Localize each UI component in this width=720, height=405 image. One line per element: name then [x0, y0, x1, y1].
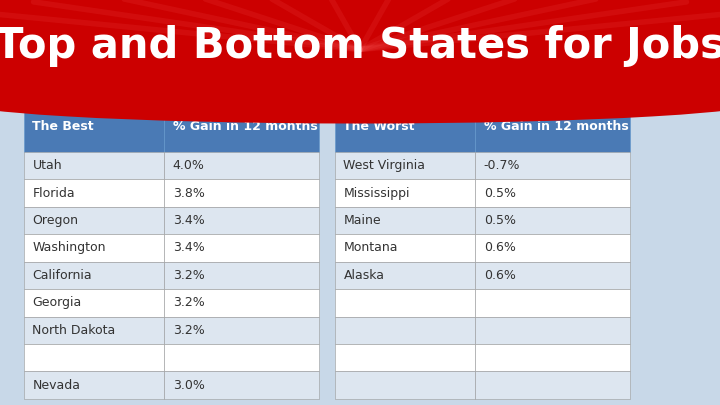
Bar [24, 371, 164, 399]
Text: 3.4%: 3.4% [173, 214, 204, 227]
Text: 0.5%: 0.5% [484, 187, 516, 200]
Bar [164, 262, 319, 289]
Bar [24, 152, 164, 179]
Text: 3.2%: 3.2% [173, 269, 204, 282]
Text: 3.4%: 3.4% [173, 241, 204, 254]
Bar [24, 289, 164, 317]
Text: The Best: The Best [32, 120, 94, 133]
Bar [335, 152, 475, 179]
Bar [164, 207, 319, 234]
Text: Washington: Washington [32, 241, 106, 254]
Text: -0.7%: -0.7% [484, 159, 521, 172]
Text: 0.5%: 0.5% [484, 214, 516, 227]
Text: % Gain in 12 months: % Gain in 12 months [173, 120, 318, 133]
Text: 0.6%: 0.6% [484, 269, 516, 282]
Text: West Virginia: West Virginia [343, 159, 426, 172]
Text: Top and Bottom States for Jobs: Top and Bottom States for Jobs [0, 25, 720, 66]
Text: Utah: Utah [32, 159, 62, 172]
Bar [164, 344, 319, 371]
Text: Maine: Maine [343, 214, 381, 227]
Bar [335, 207, 475, 234]
Bar [475, 289, 630, 317]
Bar [475, 179, 630, 207]
Bar [164, 317, 319, 344]
Bar [475, 262, 630, 289]
Text: 3.2%: 3.2% [173, 324, 204, 337]
Bar [164, 101, 319, 152]
Text: Alaska: Alaska [343, 269, 384, 282]
Bar [24, 234, 164, 262]
Text: Nevada: Nevada [32, 379, 81, 392]
Bar [335, 289, 475, 317]
Ellipse shape [0, 75, 720, 124]
Bar [24, 101, 164, 152]
Bar [164, 152, 319, 179]
Bar [335, 317, 475, 344]
Text: Oregon: Oregon [32, 214, 78, 227]
Text: Montana: Montana [343, 241, 398, 254]
Bar [164, 179, 319, 207]
Bar [475, 101, 630, 152]
Bar [24, 262, 164, 289]
Text: Florida: Florida [32, 187, 75, 200]
Bar [24, 317, 164, 344]
Text: % Gain in 12 months: % Gain in 12 months [484, 120, 629, 133]
Bar [24, 179, 164, 207]
Bar [335, 262, 475, 289]
Bar [24, 207, 164, 234]
Bar [164, 371, 319, 399]
Text: 3.0%: 3.0% [173, 379, 204, 392]
Bar [164, 289, 319, 317]
Bar [335, 101, 475, 152]
Bar [335, 234, 475, 262]
Text: 3.2%: 3.2% [173, 296, 204, 309]
Bar [24, 344, 164, 371]
Bar [475, 371, 630, 399]
Bar [475, 234, 630, 262]
Text: The Worst: The Worst [343, 120, 415, 133]
Text: Georgia: Georgia [32, 296, 81, 309]
Bar [475, 152, 630, 179]
Text: 4.0%: 4.0% [173, 159, 204, 172]
Text: 0.6%: 0.6% [484, 241, 516, 254]
Bar [335, 371, 475, 399]
Text: Mississippi: Mississippi [343, 187, 410, 200]
Bar [475, 317, 630, 344]
Bar [0, 0, 720, 99]
Text: 3.8%: 3.8% [173, 187, 204, 200]
Bar [475, 344, 630, 371]
Bar [475, 207, 630, 234]
Text: California: California [32, 269, 92, 282]
Bar [335, 344, 475, 371]
Text: North Dakota: North Dakota [32, 324, 116, 337]
Bar [164, 234, 319, 262]
Bar [335, 179, 475, 207]
